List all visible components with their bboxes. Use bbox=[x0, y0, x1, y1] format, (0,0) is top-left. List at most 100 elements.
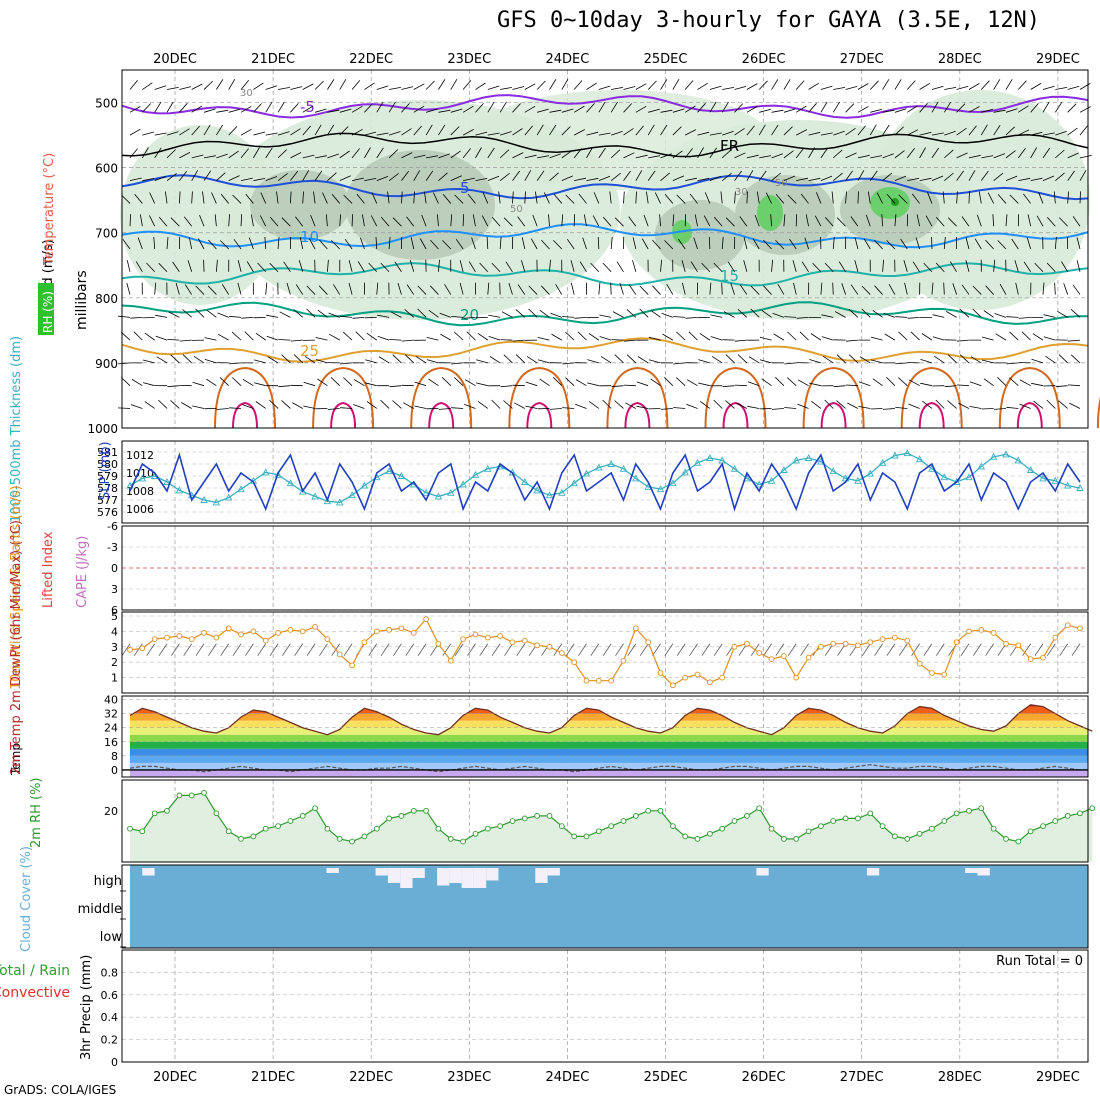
wind-barb bbox=[364, 147, 371, 159]
wind-barb bbox=[573, 105, 585, 113]
wind10-point bbox=[299, 628, 306, 635]
wind-barb bbox=[438, 259, 440, 272]
wind-barb bbox=[375, 236, 378, 250]
thickness-point bbox=[755, 480, 763, 488]
wind-barb bbox=[784, 316, 797, 318]
wind-barb bbox=[947, 217, 957, 227]
wind-barb bbox=[721, 282, 723, 295]
wind-barb bbox=[898, 377, 908, 386]
surface-wind-barb bbox=[578, 643, 587, 656]
wind-barb bbox=[739, 284, 748, 295]
wind-barb bbox=[253, 178, 266, 182]
wind-barb bbox=[380, 399, 390, 409]
wind-barb bbox=[475, 131, 488, 136]
thickness-point bbox=[1014, 456, 1023, 464]
wind-tick-label: 1 bbox=[111, 672, 118, 685]
wind-barb bbox=[264, 236, 267, 250]
wind10-point bbox=[892, 634, 898, 641]
wind-barb bbox=[269, 216, 279, 227]
wind-barb bbox=[721, 149, 732, 159]
wind10-point bbox=[1040, 654, 1046, 661]
wind-barb bbox=[351, 214, 353, 227]
wind-barb bbox=[582, 237, 587, 250]
surface-wind-barb bbox=[652, 643, 661, 656]
thickness-point bbox=[286, 479, 295, 487]
wind-barb bbox=[543, 192, 550, 204]
wind-barb bbox=[339, 175, 351, 182]
diurnal-contour bbox=[900, 366, 963, 429]
wind-barb bbox=[388, 149, 399, 159]
wind-barb bbox=[809, 382, 821, 387]
wind-barb bbox=[579, 261, 587, 272]
wind-barb bbox=[865, 214, 871, 227]
wind-barb bbox=[867, 191, 871, 204]
wind-barb bbox=[195, 308, 205, 318]
wind-barb bbox=[327, 124, 335, 136]
wind-barb bbox=[168, 311, 180, 318]
surface-wind-barb bbox=[306, 643, 316, 656]
wind-barb bbox=[376, 282, 379, 295]
wind-barb bbox=[424, 191, 427, 204]
wind-barb bbox=[672, 175, 685, 182]
wind-barb bbox=[299, 237, 304, 250]
wind10-point bbox=[855, 642, 861, 649]
wind-barb bbox=[131, 379, 143, 387]
wind-barb bbox=[129, 148, 138, 159]
wind-barb bbox=[697, 147, 704, 159]
wind-barb bbox=[216, 124, 224, 136]
wind-barb bbox=[240, 128, 252, 136]
contour-line bbox=[121, 301, 1089, 327]
surface-wind-barb bbox=[923, 643, 933, 656]
wind-barb bbox=[672, 78, 680, 90]
surface-wind-barb bbox=[171, 643, 180, 656]
wind-barb bbox=[1011, 238, 1019, 250]
wind-barb bbox=[204, 359, 217, 364]
chart-title: GFS 0~10day 3-hourly for GAYA (3.5E, 12N… bbox=[497, 8, 1041, 33]
wind-barb bbox=[730, 283, 735, 295]
wind-barb bbox=[797, 403, 809, 409]
wind-barb bbox=[690, 261, 698, 272]
rh-blob bbox=[655, 200, 745, 270]
panel-frame bbox=[121, 779, 1089, 863]
wind-barb bbox=[537, 108, 549, 113]
wind-barb bbox=[488, 314, 501, 318]
wind-barb bbox=[426, 337, 439, 341]
temp-band bbox=[130, 713, 1088, 721]
wind-barb bbox=[228, 175, 240, 182]
wind-barb bbox=[475, 178, 488, 182]
wind-barb bbox=[425, 108, 438, 113]
wind-barb bbox=[133, 331, 143, 341]
wind-barb bbox=[974, 238, 982, 250]
wind-barb bbox=[598, 101, 606, 113]
wind10-point bbox=[1064, 622, 1071, 629]
wind-barb bbox=[406, 216, 415, 227]
surface-wind-barb bbox=[800, 643, 809, 656]
high-cloud-gap bbox=[756, 868, 769, 876]
surface-wind-barb bbox=[886, 643, 896, 656]
wind-barb bbox=[463, 316, 476, 319]
wind-barb bbox=[884, 333, 896, 341]
wind-barb bbox=[237, 260, 242, 272]
wind-barb bbox=[1005, 79, 1013, 90]
wind-barb bbox=[475, 103, 484, 113]
wind-barb bbox=[809, 359, 822, 364]
wind10-point bbox=[238, 631, 244, 638]
wind-barb bbox=[888, 284, 896, 295]
wind-barb bbox=[228, 126, 238, 136]
wind10-point bbox=[904, 637, 911, 644]
rh2m-point bbox=[435, 825, 442, 832]
rh2m-point bbox=[879, 823, 886, 829]
wind-barb bbox=[366, 401, 377, 409]
day-label-bottom: 23DEC bbox=[447, 1070, 491, 1085]
wind-barb bbox=[191, 83, 203, 90]
wind-barb bbox=[961, 216, 970, 227]
wind-barb bbox=[355, 331, 365, 341]
surface-wind-barb bbox=[121, 643, 131, 656]
wind-barb bbox=[597, 236, 600, 250]
wind-barb bbox=[551, 333, 563, 341]
wind-barb bbox=[394, 261, 402, 273]
wind-barb bbox=[810, 333, 822, 341]
wind-barb bbox=[240, 177, 253, 182]
wind-barb bbox=[302, 191, 304, 204]
wind-barb bbox=[912, 261, 920, 272]
